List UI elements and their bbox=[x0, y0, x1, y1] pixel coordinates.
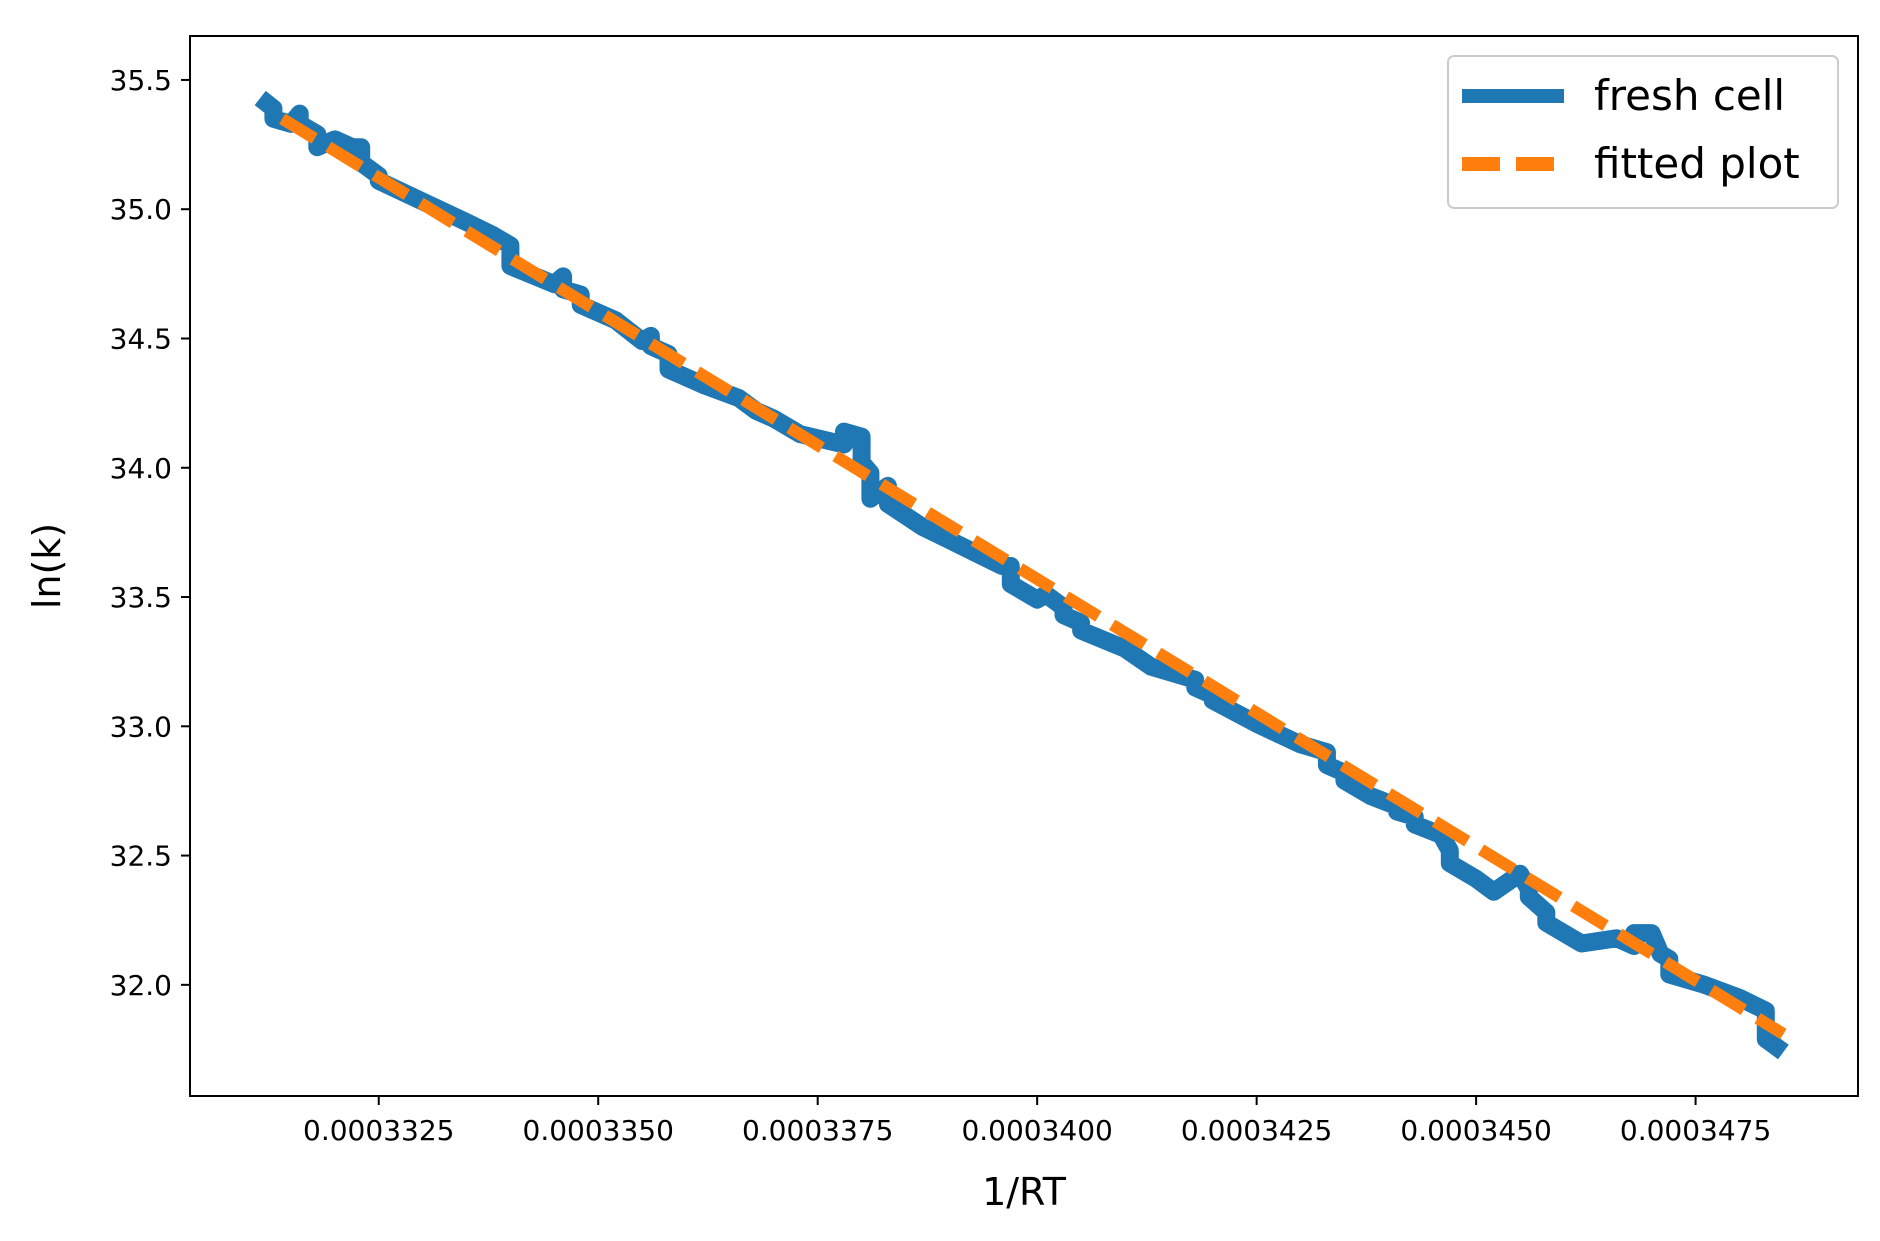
y-tick-label: 32.0 bbox=[110, 969, 172, 1002]
legend-label-fresh-cell: fresh cell bbox=[1594, 71, 1785, 120]
x-tick-label: 0.0003400 bbox=[961, 1114, 1112, 1147]
y-tick-label: 33.5 bbox=[110, 581, 172, 614]
x-tick-label: 0.0003425 bbox=[1181, 1114, 1332, 1147]
y-tick-label: 32.5 bbox=[110, 840, 172, 873]
y-tick-label: 35.0 bbox=[110, 193, 172, 226]
y-tick-label: 33.0 bbox=[110, 710, 172, 743]
series-line-fresh-cell bbox=[254, 90, 1789, 1060]
series-line-fitted-plot bbox=[279, 113, 1787, 1040]
axis-ticks: 0.0003325 0.0003350 0.0003375 0.0003400 0.00… bbox=[110, 64, 1772, 1147]
y-tick-label: 35.5 bbox=[110, 64, 172, 97]
x-tick-label: 0.0003450 bbox=[1400, 1114, 1551, 1147]
x-axis-label: 1/RT bbox=[982, 1170, 1067, 1214]
y-tick-label: 34.0 bbox=[110, 452, 172, 485]
plot-area bbox=[254, 90, 1789, 1060]
legend-label-fitted-plot: fitted plot bbox=[1594, 139, 1800, 188]
y-tick-label: 34.5 bbox=[110, 322, 172, 355]
x-tick-label: 0.0003375 bbox=[742, 1114, 893, 1147]
x-tick-label: 0.0003475 bbox=[1620, 1114, 1771, 1147]
y-axis-label: ln(k) bbox=[25, 523, 69, 609]
x-tick-label: 0.0003350 bbox=[523, 1114, 674, 1147]
legend: fresh cell fitted plot bbox=[1447, 55, 1839, 209]
x-tick-label: 0.0003325 bbox=[303, 1114, 454, 1147]
axes-frame bbox=[189, 35, 1859, 1097]
